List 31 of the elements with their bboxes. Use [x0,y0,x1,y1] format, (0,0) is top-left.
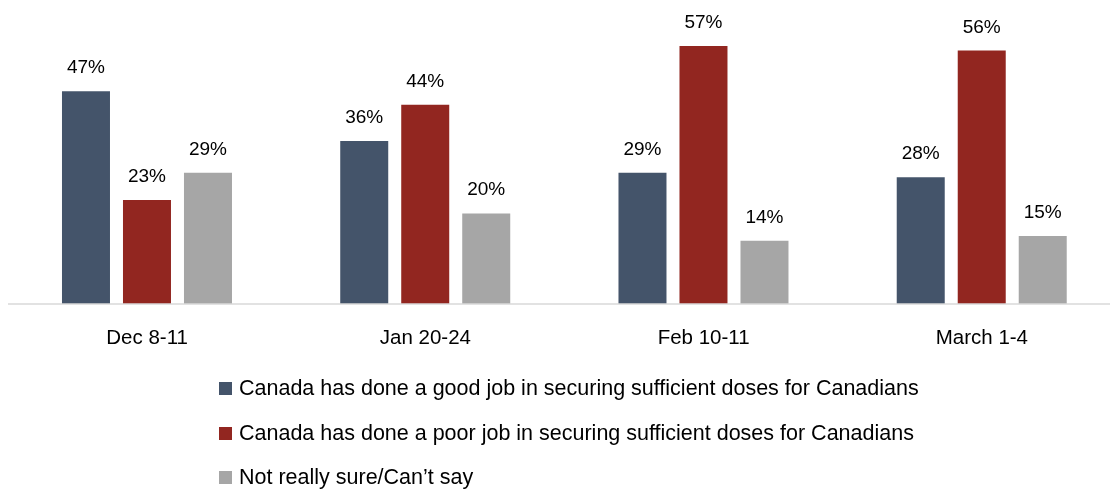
x-tick-label: Dec 8-11 [106,324,188,348]
legend-label: Canada has done a poor job in securing sufficient doses for Canadians [239,420,914,446]
data-label: 44% [406,69,445,91]
x-tick-label: Feb 10-11 [657,324,750,348]
bar [462,213,511,304]
x-tick-label: March 1-4 [935,324,1029,348]
data-label: 20% [467,178,506,200]
x-tick-label: Jan 20-24 [379,324,471,348]
data-label: 29% [623,137,662,159]
data-label: 36% [345,106,384,128]
bar [401,104,450,304]
data-label: 29% [188,137,228,159]
bar [183,172,232,304]
bar [1018,236,1067,304]
bar [740,240,789,304]
data-label: 14% [745,205,784,227]
data-label: 15% [1023,201,1062,223]
legend-label: Canada has done a good job in securing sufficient doses for Canadians [239,376,919,401]
data-label: 56% [962,15,1001,37]
data-label: 47% [66,56,106,78]
data-label: 28% [901,142,940,164]
legend-label: Not really sure/Can’t say [239,465,474,489]
bar [340,141,389,304]
data-label: 23% [127,164,167,186]
bar [61,91,110,304]
bar [896,177,945,304]
bar [618,172,667,304]
bar [122,199,171,304]
bar [679,46,728,304]
data-label: 57% [684,11,723,32]
bar [957,50,1006,304]
